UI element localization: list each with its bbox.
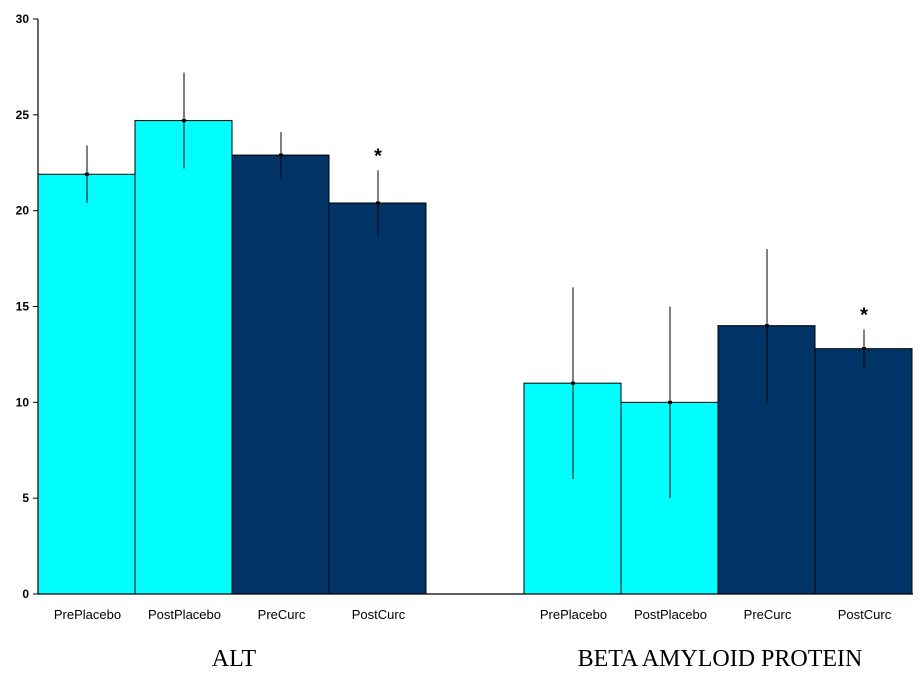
labels-layer: PrePlacebo PostPlacebo PreCurc * PostCurc ALT… — [16, 12, 892, 672]
y-tick-label-15: 15 — [16, 300, 30, 314]
group-label-beta-amyloid-protein: BETA AMYLOID PROTEIN — [578, 646, 863, 672]
y-tick-label-10: 10 — [16, 395, 30, 409]
bar-alt-preplacebo — [37, 173, 136, 595]
category-label-alt-preplacebo: PrePlacebo — [54, 607, 121, 622]
bar-alt-postcurc — [328, 202, 427, 595]
error-bar-beta-amyloid-protein-postplacebo — [668, 306, 672, 499]
category-label-beta-amyloid-protein-preplacebo: PrePlacebo — [540, 607, 607, 622]
category-label-alt-precurc: PreCurc — [258, 607, 306, 622]
error-bars-layer — [85, 72, 866, 499]
error-bar-alt-postcurc — [376, 170, 380, 236]
error-bar-alt-postplacebo — [182, 72, 186, 169]
axes-layer — [33, 18, 913, 595]
error-bar-beta-amyloid-protein-preplacebo — [571, 287, 575, 479]
y-tick-label-20: 20 — [16, 204, 30, 218]
significance-mark-alt-postcurc: * — [374, 145, 382, 167]
bar-beta-amyloid-protein-postcurc — [814, 348, 913, 595]
error-bar-beta-amyloid-protein-precurc — [765, 249, 769, 403]
y-tick-label-30: 30 — [16, 12, 30, 26]
bar-alt-precurc — [231, 154, 330, 595]
category-label-alt-postplacebo: PostPlacebo — [148, 607, 221, 622]
y-tick-label-5: 5 — [22, 491, 29, 505]
category-label-alt-postcurc: PostCurc — [352, 607, 406, 622]
y-tick-label-0: 0 — [22, 587, 29, 601]
bars-layer — [37, 120, 913, 595]
group-label-alt: ALT — [212, 646, 257, 672]
significance-mark-beta-amyloid-protein-postcurc: * — [860, 305, 868, 327]
category-label-beta-amyloid-protein-precurc: PreCurc — [744, 607, 792, 622]
y-tick-label-25: 25 — [16, 108, 30, 122]
bar-alt-postplacebo — [134, 120, 233, 595]
error-bar-alt-preplacebo — [85, 145, 89, 203]
error-bar-beta-amyloid-protein-postcurc — [862, 329, 866, 368]
error-bar-alt-precurc — [279, 132, 283, 179]
category-label-beta-amyloid-protein-postcurc: PostCurc — [838, 607, 892, 622]
category-label-beta-amyloid-protein-postplacebo: PostPlacebo — [634, 607, 707, 622]
